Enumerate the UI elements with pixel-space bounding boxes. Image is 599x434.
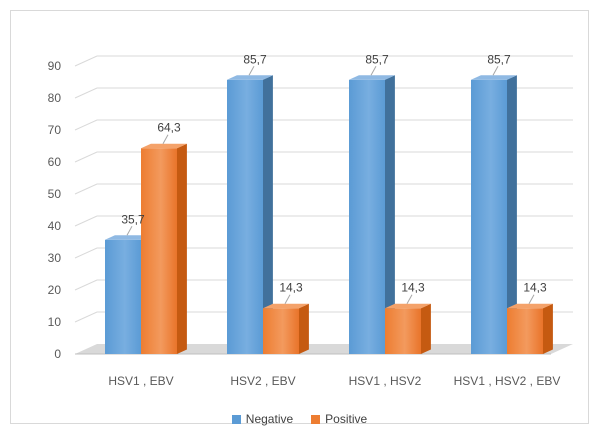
- bar-negative-side: [385, 75, 395, 354]
- y-tick-label: 80: [48, 91, 62, 105]
- bar-negative-top: [349, 75, 395, 80]
- bar-positive-side: [421, 303, 431, 354]
- gridline: [74, 151, 573, 163]
- floor-plane: [75, 344, 573, 354]
- y-axis: 0 10 20 30 40 50 60 70 80 90: [48, 59, 62, 361]
- y-tick-label: 90: [48, 59, 62, 73]
- gridline: [74, 183, 573, 195]
- data-label: 85,7: [365, 52, 389, 66]
- bar-negative-front: [349, 79, 385, 354]
- x-tick-label: HSV1 , HSV2: [349, 374, 422, 388]
- y-tick-label: 20: [48, 283, 62, 297]
- bars: [105, 75, 553, 354]
- bar-positive-side: [177, 143, 187, 354]
- legend-label: Positive: [325, 412, 368, 426]
- gridline: [74, 55, 573, 67]
- data-label-leader: [126, 226, 133, 236]
- data-label: 14,3: [523, 281, 547, 295]
- y-tick-label: 60: [48, 155, 62, 169]
- data-label: 35,7: [121, 212, 145, 226]
- data-label: 64,3: [157, 121, 181, 135]
- y-tick-label: 30: [48, 251, 62, 265]
- bar-negative-top: [105, 235, 151, 240]
- data-labels: 35,7 64,3 85,7 14,3 85,7 14,3 85,7 14,3: [121, 52, 547, 304]
- bar-positive-side: [299, 303, 309, 354]
- legend-swatch: [311, 414, 321, 424]
- bar-negative-front: [471, 79, 507, 354]
- data-label: 14,3: [401, 281, 425, 295]
- y-tick-label: 0: [54, 347, 61, 361]
- data-label: 85,7: [487, 52, 511, 66]
- legend-item-negative: Negative: [231, 412, 294, 426]
- bar-positive-top: [507, 303, 553, 309]
- y-tick-label: 40: [48, 219, 62, 233]
- gridline: [74, 215, 573, 227]
- x-tick-label: HSV1 , HSV2 , EBV: [454, 374, 561, 388]
- bar-negative-top: [471, 75, 517, 80]
- data-label-leader: [528, 294, 535, 304]
- x-tick-label: HSV2 , EBV: [230, 374, 295, 388]
- bar-negative-side: [263, 75, 273, 354]
- bar-positive-top: [263, 303, 309, 309]
- data-label-leader: [492, 66, 499, 76]
- legend: Negative Positive: [0, 410, 599, 428]
- bar-positive-front: [507, 308, 543, 354]
- gridlines: [74, 55, 573, 323]
- data-label-leader: [162, 134, 169, 144]
- y-tick-label: 70: [48, 123, 62, 137]
- data-label-leader: [284, 294, 291, 304]
- legend-label: Negative: [245, 412, 294, 426]
- data-label-leader: [370, 66, 377, 76]
- legend-swatch: [231, 414, 241, 424]
- bar-positive-front: [263, 308, 299, 354]
- bar-positive-side: [543, 303, 553, 354]
- bar-negative-front: [227, 79, 263, 354]
- bar-positive-top: [385, 303, 431, 309]
- y-tick-label: 10: [48, 315, 62, 329]
- data-label: 85,7: [243, 52, 267, 66]
- data-label-leader: [248, 66, 255, 76]
- gridline: [74, 279, 573, 291]
- bar-negative-side: [507, 75, 517, 354]
- gridline: [74, 247, 573, 259]
- bar-positive-top: [141, 143, 187, 149]
- bar-negative-top: [227, 75, 273, 80]
- y-tick-label: 50: [48, 187, 62, 201]
- gridline: [74, 119, 573, 131]
- legend-item-positive: Positive: [311, 412, 367, 426]
- bar-positive-front: [385, 308, 421, 354]
- bar-positive-front: [141, 148, 177, 354]
- gridline: [74, 87, 573, 99]
- bar-negative-front: [105, 239, 141, 354]
- x-axis: HSV1 , EBV HSV2 , EBV HSV1 , HSV2 HSV1 , HS…: [108, 374, 560, 388]
- data-label: 14,3: [279, 281, 303, 295]
- data-label-leader: [406, 294, 413, 304]
- x-tick-label: HSV1 , EBV: [108, 374, 173, 388]
